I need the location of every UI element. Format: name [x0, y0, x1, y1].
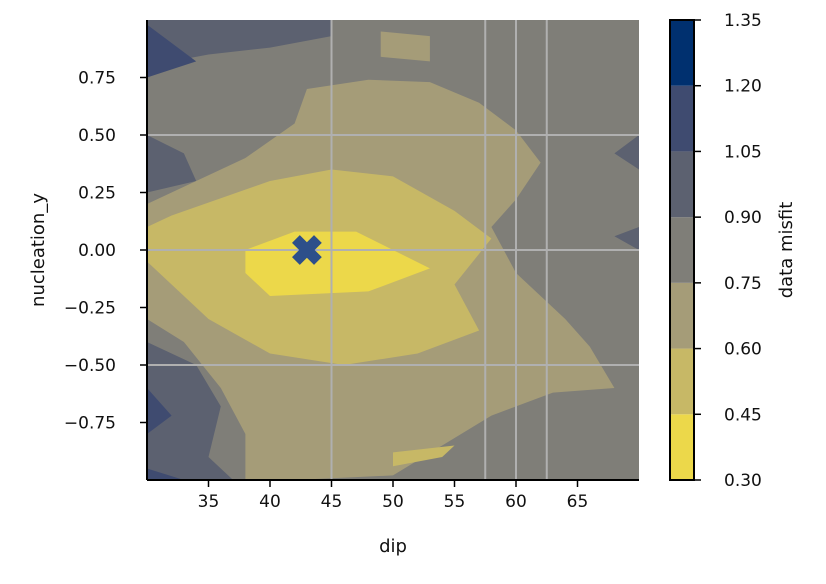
contour-region-5 [614, 135, 639, 170]
colorbar-band-6 [670, 20, 694, 86]
colorbar: 0.30 0.45 0.60 0.75 0.90 1.05 1.20 1.35 [669, 11, 762, 491]
x-ticks: 35 40 45 50 55 60 65 [198, 480, 589, 512]
x-tick-label: 45 [321, 492, 343, 512]
colorbar-band-2 [670, 282, 694, 349]
colorbar-band-5 [670, 85, 694, 152]
y-axis-label: nucleation_y [28, 193, 49, 307]
colorbar-band-1 [670, 348, 694, 415]
y-ticks: 0.75 0.50 0.25 0.00 −0.25 −0.50 −0.75 [64, 69, 147, 434]
colorbar-tick-label: 0.90 [724, 208, 762, 228]
colorbar-label: data misfit [776, 202, 797, 299]
marker-x [292, 235, 322, 265]
y-tick-label: 0.25 [78, 184, 116, 204]
y-tick-label: 0.50 [78, 126, 116, 146]
colorbar-tick-label: 1.20 [724, 77, 762, 97]
y-tick-label: −0.75 [64, 414, 116, 434]
contour-region-6 [147, 24, 197, 78]
colorbar-band-0 [670, 414, 694, 480]
colorbar-tick-label: 0.60 [724, 340, 762, 360]
contour-region-10 [380, 31, 430, 62]
x-tick-label: 60 [505, 492, 527, 512]
contour-region-7 [147, 388, 172, 434]
colorbar-tick-label: 0.75 [724, 274, 762, 294]
y-tick-label: 0.00 [78, 241, 116, 261]
colorbar-tick-label: 0.45 [724, 405, 762, 425]
y-tick-label: −0.25 [64, 299, 116, 319]
colorbar-frame [669, 19, 695, 481]
y-tick-label: −0.50 [64, 356, 116, 376]
colorbar-tick-label: 1.05 [724, 142, 762, 162]
contour-region-13 [245, 231, 430, 296]
x-tick-label: 40 [259, 492, 281, 512]
grid-lines [147, 20, 639, 480]
contour-region-3 [147, 342, 234, 480]
x-tick-label: 65 [567, 492, 589, 512]
contour-region-12 [393, 445, 455, 467]
colorbar-tick-label: 1.35 [724, 11, 762, 31]
x-tick-label: 35 [198, 492, 220, 512]
colorbar-tick-label: 0.30 [724, 471, 762, 491]
colorbar-band-4 [670, 151, 694, 218]
x-tick-label: 55 [444, 492, 466, 512]
contour-region-1 [147, 20, 332, 66]
contour-region-8 [147, 468, 184, 480]
x-axis-label: dip [379, 536, 407, 557]
contour-region-4 [614, 227, 639, 250]
y-tick-label: 0.75 [78, 69, 116, 89]
best-fit-marker [292, 235, 322, 265]
x-tick-label: 50 [382, 492, 404, 512]
colorbar-band-3 [670, 217, 694, 283]
contour-region-2 [147, 135, 197, 193]
